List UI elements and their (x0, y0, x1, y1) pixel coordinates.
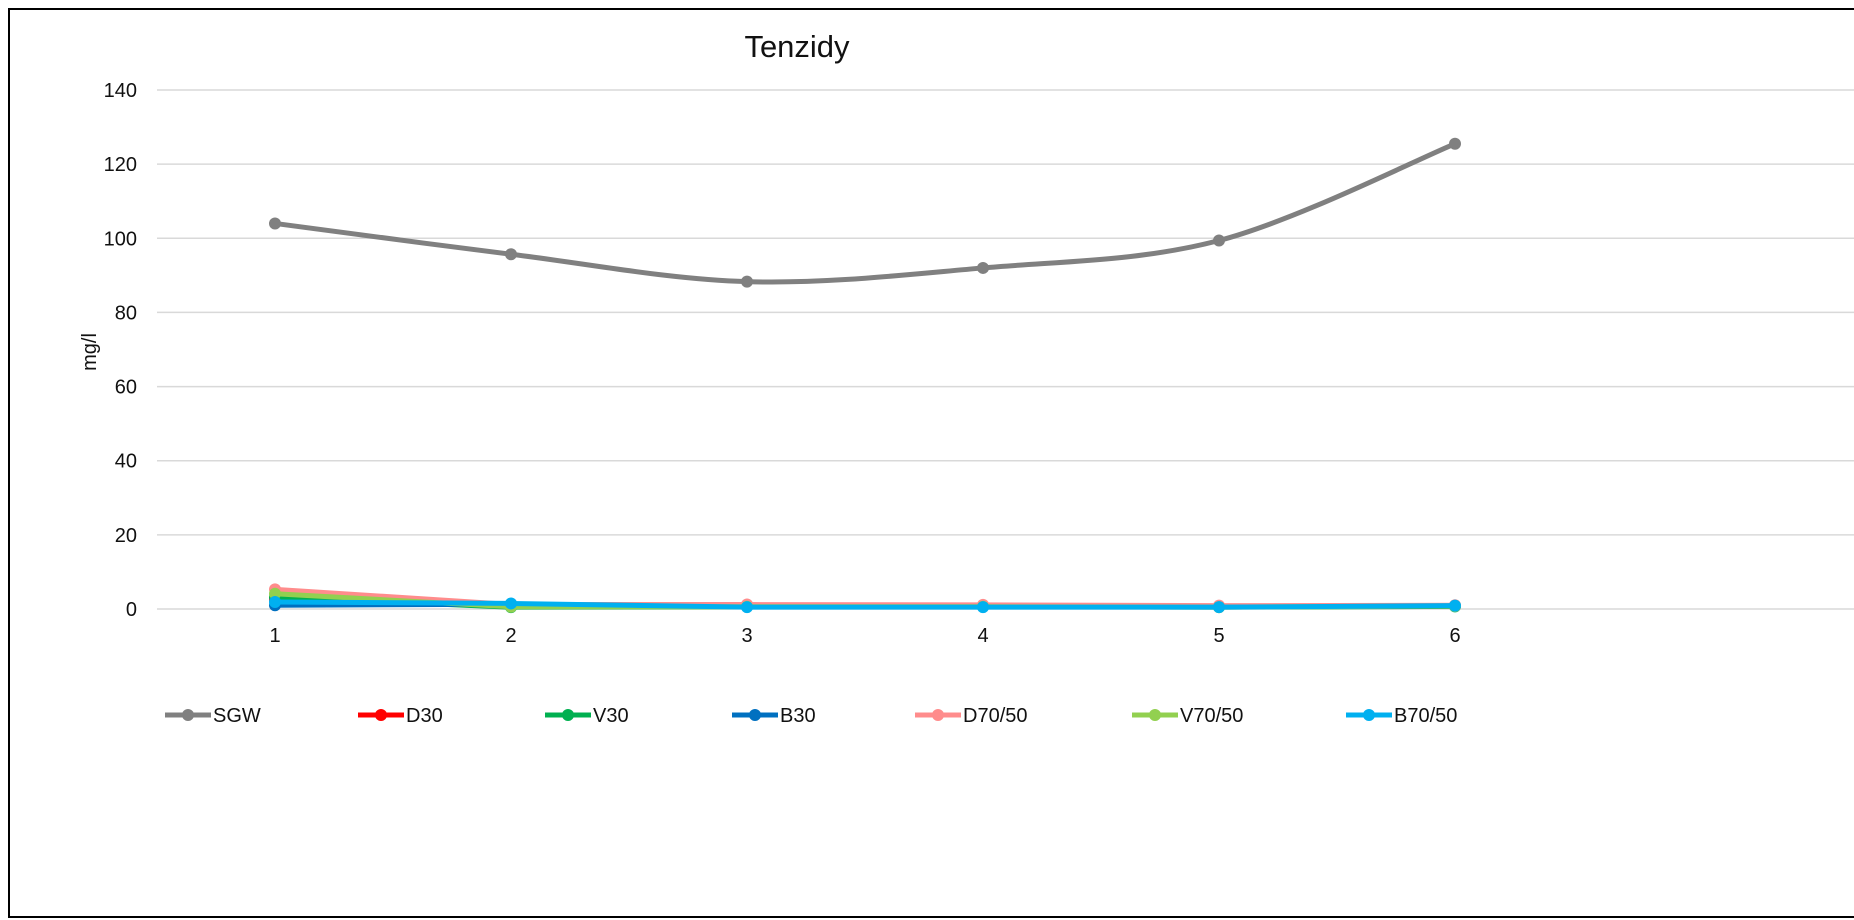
series-group (269, 137, 1461, 614)
legend-label: B30 (780, 705, 816, 727)
x-tick-label: 6 (1449, 625, 1460, 647)
legend-item: D30 (358, 705, 443, 727)
gridlines (157, 89, 1854, 610)
chart-title: Tenzidy (744, 29, 850, 64)
data-point (505, 248, 517, 261)
y-tick-labels: 0 20 40 60 80 100 120 140 (104, 80, 137, 621)
x-tick-labels: 1 2 3 4 5 6 (269, 625, 1460, 647)
data-point (1213, 601, 1225, 614)
chart-frame: Tenzidy mg/l 0 20 40 60 80 100 120 140 1 2 3 4 5 6 S… (8, 8, 1854, 918)
data-point (269, 217, 281, 230)
series-sgw (269, 137, 1461, 288)
legend-label: D30 (406, 705, 443, 727)
x-tick-label: 2 (505, 625, 516, 647)
data-point (269, 595, 281, 608)
legend-item: D70/50 (915, 705, 1028, 727)
y-tick-label: 60 (115, 377, 137, 399)
line-chart: Tenzidy mg/l 0 20 40 60 80 100 120 140 1 2 3 4 5 6 S… (79, 29, 1854, 727)
series-line (272, 599, 1458, 610)
legend-label: SGW (213, 705, 261, 727)
legend-item: B30 (732, 705, 816, 727)
legend-item: B70/50 (1346, 705, 1457, 727)
y-tick-label: 40 (115, 451, 137, 473)
legend-marker (562, 709, 574, 721)
legend-item: V70/50 (1132, 705, 1243, 727)
legend-marker (1363, 709, 1375, 721)
y-axis-label: mg/l (79, 333, 101, 371)
data-point (505, 597, 517, 610)
y-tick-label: 120 (104, 154, 137, 176)
data-point (1449, 599, 1461, 612)
legend-label: D70/50 (963, 705, 1028, 727)
legend-marker (375, 709, 387, 721)
series-b70-50 (269, 595, 1461, 614)
data-point (741, 601, 753, 614)
data-point (977, 601, 989, 614)
legend-marker (749, 709, 761, 721)
x-tick-label: 1 (269, 625, 280, 647)
legend-item: SGW (165, 705, 261, 727)
y-tick-label: 140 (104, 80, 137, 102)
y-tick-label: 0 (126, 599, 137, 621)
legend-label: V70/50 (1180, 705, 1243, 727)
legend-marker (1149, 709, 1161, 721)
y-tick-label: 20 (115, 525, 137, 547)
legend-marker (932, 709, 944, 721)
data-point (1449, 137, 1461, 150)
x-tick-label: 4 (977, 625, 988, 647)
data-point (1213, 234, 1225, 247)
y-tick-label: 80 (115, 302, 137, 324)
data-point (741, 275, 753, 288)
legend-label: V30 (593, 705, 629, 727)
series-line (272, 141, 1458, 285)
x-tick-label: 3 (741, 625, 752, 647)
legend-item: V30 (545, 705, 629, 727)
data-point (977, 261, 989, 274)
legend-label: B70/50 (1394, 705, 1457, 727)
legend-marker (182, 709, 194, 721)
legend: SGW D30 V30 B30 D70/50 V70/50 B70/50 (165, 705, 1457, 727)
x-tick-label: 5 (1213, 625, 1224, 647)
y-tick-label: 100 (104, 228, 137, 250)
